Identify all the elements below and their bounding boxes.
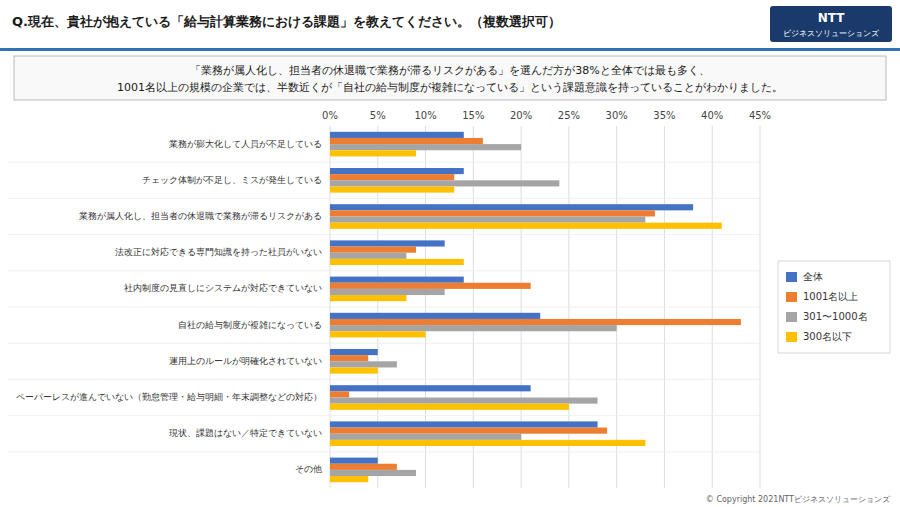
legend-swatch [786,332,797,342]
separator [8,343,760,344]
category-label: 現状、課題はない／特定できていない [169,428,322,438]
bar [330,289,445,295]
bar [330,144,521,150]
copyright: © Copyright 2021NTTビジネスソリューションズ [706,495,891,504]
separator [8,307,760,308]
category-label: 社内制度の見直しにシステムが対応できていない [124,283,322,293]
category-label: 運用上のルールが明確化されていない [169,356,322,366]
bar [330,434,521,440]
bar [330,440,645,446]
background [0,0,900,507]
separator [8,415,760,416]
bar [330,253,406,259]
bar [330,186,454,192]
header-line [0,48,900,51]
bar [330,325,617,331]
category-label: 自社の給与制度が複雑になっている [178,320,322,330]
bar [330,204,693,210]
bar [330,421,598,427]
bar [330,247,416,253]
legend-label: 全体 [803,271,823,282]
tick-label: 0% [322,110,338,121]
bar [330,138,483,144]
bar [330,210,655,216]
tick-label: 20% [510,110,532,121]
separator [8,234,760,235]
bar [330,132,464,138]
bar [330,476,368,482]
tick-label: 10% [414,110,436,121]
bar [330,349,378,355]
subtitle: 「業務が属人化し、担当者の休退職で業務が滞るリスクがある」を選んだ方が38%と全… [190,64,709,77]
logo-text: NTT [818,11,846,25]
separator [8,162,760,163]
bar [330,223,722,229]
bar [330,240,445,246]
bar [330,470,416,476]
bar [330,331,426,337]
category-label: ペーパーレスが進んでいない（勤怠管理・給与明細・年末調整などの対応） [16,392,322,402]
bar [330,168,464,174]
title: Q.現在、貴社が抱えている「給与計算業務における課題」を教えてください。（複数選… [12,14,561,29]
category-label: チェック体制が不足し、ミスが発生している [142,175,322,185]
bar [330,361,397,367]
logo: NTT ビジネスソリューションズ [770,6,892,42]
tick-label: 45% [749,110,771,121]
tick-label: 25% [558,110,580,121]
category-label: 業務が属人化し、担当者の休退職で業務が滞るリスクがある [79,211,322,221]
bar [330,385,531,391]
tick-label: 35% [653,110,675,121]
subtitle-box [14,56,886,100]
legend-label: 300名以下 [803,331,852,342]
bar [330,259,464,265]
category-label: 法改正に対応できる専門知識を持った社員がいない [115,247,322,257]
tick-label: 5% [370,110,386,121]
bar [330,319,741,325]
separator [8,451,760,452]
bar [330,355,368,361]
legend-swatch [786,312,797,322]
legend-label: 1001名以上 [803,291,858,302]
logo-box [770,6,892,42]
separator [8,198,760,199]
legend-label: 301〜1000名 [803,311,868,322]
tick-label: 30% [606,110,628,121]
legend-frame [778,261,890,353]
bar [330,367,378,373]
bar [330,458,378,464]
bar [330,174,454,180]
bar [330,391,349,397]
bar [330,283,531,289]
bars [330,132,741,482]
legend: 全体 1001名以上 301〜1000名 300名以下 [778,261,890,353]
bar [330,217,645,223]
separator [8,379,760,380]
bar [330,295,406,301]
category-label: その他 [295,464,322,474]
logo-subtext: ビジネスソリューションズ [783,29,880,38]
bar [330,404,569,410]
subtitle: 1001名以上の規模の企業では、半数近くが「自社の給与制度が複雑になっている」と… [117,81,783,94]
chart: Q.現在、貴社が抱えている「給与計算業務における課題」を教えてください。（複数選… [0,0,900,507]
bar [330,313,540,319]
bar [330,428,607,434]
legend-swatch [786,292,797,302]
bar [330,464,397,470]
bar [330,150,416,156]
bar [330,398,598,404]
bar [330,277,464,283]
category-label: 業務が膨大化して人員が不足している [169,139,322,149]
tick-label: 15% [462,110,484,121]
bar [330,180,559,186]
tick-label: 40% [701,110,723,121]
separator [8,270,760,271]
legend-swatch [786,272,797,282]
